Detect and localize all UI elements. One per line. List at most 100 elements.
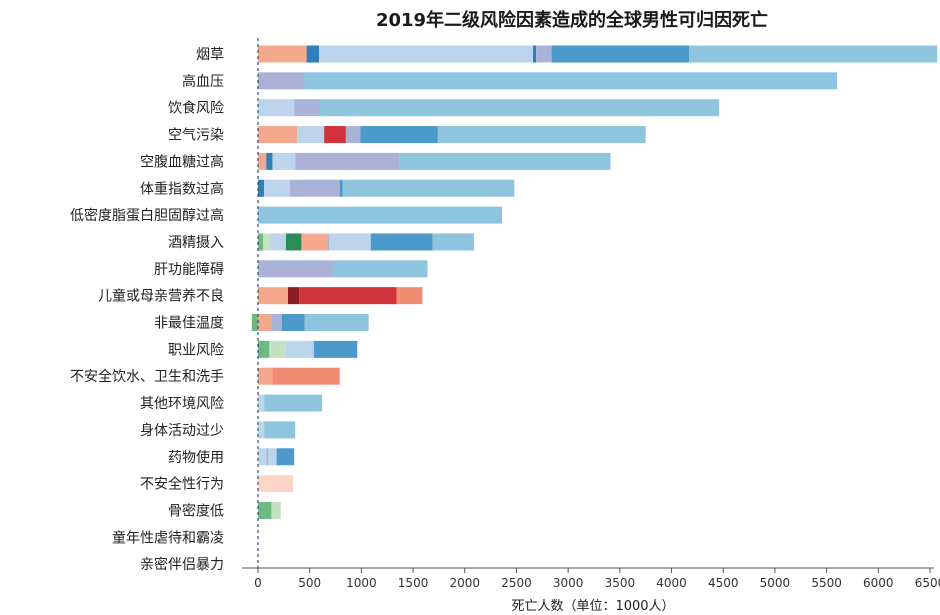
x-tick-label: 6500	[915, 576, 940, 590]
x-tick-label: 3000	[553, 576, 584, 590]
chart-title: 2019年二级风险因素造成的全球男性可归因死亡	[376, 9, 768, 31]
bar-segment	[295, 152, 400, 170]
bar-segment	[287, 287, 300, 305]
bar-segment	[285, 340, 314, 358]
bar-segment	[536, 45, 552, 63]
bar-segment	[271, 501, 281, 519]
bar-segment	[333, 260, 428, 278]
category-label: 高血压	[182, 73, 224, 90]
bar-segment	[304, 72, 837, 90]
category-label: 酒精摄入	[168, 235, 224, 251]
x-tick-label: 1500	[398, 576, 429, 590]
bar-segment	[251, 314, 258, 331]
bar-segment	[306, 45, 319, 63]
bar-segment	[370, 233, 433, 251]
x-tick-label: 3500	[605, 576, 636, 590]
bar-segment	[551, 45, 690, 63]
bar-segment	[533, 45, 537, 63]
x-tick-label: 4500	[708, 576, 739, 590]
bar-segment	[313, 340, 358, 358]
bar-segment	[272, 367, 340, 385]
category-label: 非最佳温度	[154, 316, 224, 332]
bar-segment	[272, 152, 296, 170]
bars-layer	[251, 45, 938, 519]
bar-segment	[360, 126, 438, 144]
category-label: 童年性虐待和霸凌	[112, 529, 224, 546]
bar-segment	[319, 45, 534, 63]
category-label: 不安全性行为	[140, 476, 224, 493]
bar-segment	[258, 152, 267, 170]
x-tick-label: 4000	[656, 576, 687, 590]
bar-segment	[258, 206, 502, 224]
x-tick-label: 5000	[760, 576, 791, 590]
bar-segment	[258, 233, 264, 251]
bar-segment	[258, 421, 265, 439]
bar-segment	[294, 99, 321, 117]
bar-segment	[258, 367, 273, 385]
bar-segment	[290, 179, 340, 197]
category-label: 身体活动过少	[140, 423, 224, 439]
bar-segment	[432, 233, 475, 251]
bar-segment	[329, 233, 371, 251]
bar-segment	[258, 394, 265, 412]
x-tick-label: 6000	[863, 576, 894, 590]
bar-segment	[258, 99, 295, 117]
bar-segment	[276, 448, 295, 466]
bar-segment	[258, 448, 267, 466]
bar-segment	[327, 233, 330, 251]
bar-segment	[689, 45, 938, 63]
x-axis-label: 死亡人数（单位：1000人）	[511, 599, 674, 614]
category-label: 饮食风险	[168, 100, 224, 117]
category-label: 空气污染	[168, 128, 224, 144]
bar-segment	[258, 475, 294, 493]
bar-segment	[437, 126, 646, 144]
bar-segment	[268, 448, 277, 466]
category-label: 低密度脂蛋白胆固醇过高	[70, 207, 224, 224]
x-tick-label: 2000	[449, 576, 480, 590]
category-label: 职业风险	[168, 342, 224, 358]
x-tick-label: 0	[254, 576, 262, 590]
bar-segment	[258, 126, 298, 144]
category-label: 药物使用	[168, 449, 224, 466]
bar-segment	[258, 287, 288, 305]
bar-segment	[258, 45, 307, 63]
bar-segment	[258, 179, 265, 197]
bar-segment	[264, 421, 296, 439]
bar-segment	[264, 179, 291, 197]
category-label: 不安全饮水、卫生和洗手	[70, 368, 224, 385]
bar-segment	[258, 314, 272, 331]
category-label: 空腹血糖过高	[140, 153, 224, 170]
category-labels: 烟草高血压饮食风险空气污染空腹血糖过高体重指数过高低密度脂蛋白胆固醇过高酒精摄入…	[70, 47, 224, 573]
bar-segment	[263, 233, 271, 251]
bar-segment	[304, 314, 369, 331]
bar-segment	[345, 126, 361, 144]
bar-segment	[258, 260, 334, 278]
bar-segment	[271, 314, 282, 331]
bar-segment	[285, 233, 302, 251]
category-label: 亲密伴侣暴力	[140, 556, 224, 573]
bar-segment	[297, 126, 325, 144]
bar-segment	[258, 72, 305, 90]
category-label: 儿童或母亲营养不良	[98, 288, 224, 305]
bar-segment	[342, 179, 515, 197]
bar-segment	[258, 501, 272, 519]
category-label: 烟草	[196, 47, 224, 63]
x-tick-label: 5500	[811, 576, 842, 590]
bar-segment	[301, 233, 328, 251]
bar-segment	[266, 448, 269, 466]
bar-segment	[299, 287, 397, 305]
bar-segment	[266, 152, 273, 170]
category-label: 体重指数过高	[140, 180, 224, 197]
x-tick-label: 2500	[501, 576, 532, 590]
bar-segment	[396, 287, 423, 305]
bar-segment	[281, 314, 305, 331]
bar-segment	[264, 394, 323, 412]
bar-segment	[258, 340, 270, 358]
category-label: 肝功能障碍	[154, 262, 224, 278]
x-tick-label: 500	[298, 576, 321, 590]
bar-segment	[269, 340, 286, 358]
x-tick-label: 1000	[346, 576, 377, 590]
x-axis: 0 500 1000 1500 2000 2500 3000 3500 4000 4500 5000…	[242, 38, 940, 590]
